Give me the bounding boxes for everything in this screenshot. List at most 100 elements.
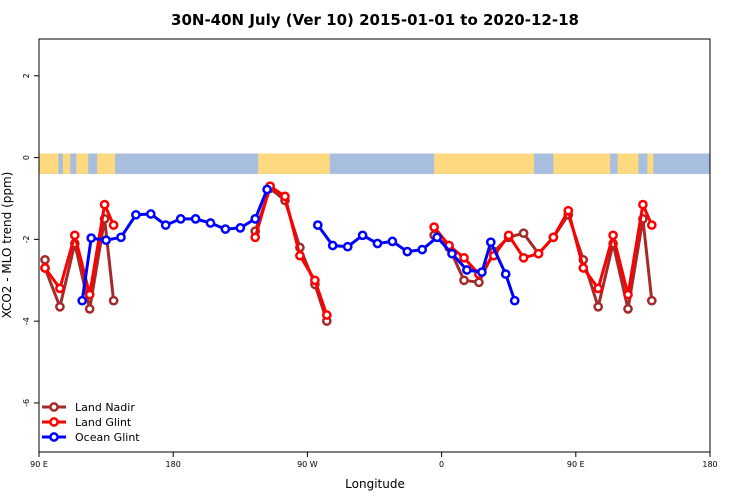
y-tick-label: 2 [22, 73, 31, 78]
data-point [69, 230, 80, 241]
x-tick-label: 90 E [567, 460, 585, 469]
data-point [295, 250, 305, 261]
data-point [220, 224, 231, 234]
data-point [387, 236, 398, 247]
x-tick-label: 180 [702, 460, 717, 469]
data-point [417, 244, 428, 255]
data-point [459, 252, 469, 263]
data-point [563, 205, 574, 216]
data-point [40, 254, 50, 265]
data-point [108, 295, 119, 306]
map-ocean-band [39, 153, 710, 174]
series-ocean-glint [77, 184, 520, 306]
data-point [518, 252, 529, 263]
data-point [402, 246, 413, 257]
plot-frame [38, 38, 711, 453]
data-point [372, 238, 383, 249]
data-point [84, 289, 95, 300]
x-tick-label: 90 E [30, 460, 48, 469]
data-point [474, 277, 484, 288]
data-point [40, 263, 50, 273]
data-point [503, 230, 514, 241]
data-point [533, 248, 544, 259]
series-line [316, 224, 517, 302]
data-point [55, 283, 65, 294]
data-point [99, 199, 110, 210]
map-land-patch [553, 153, 611, 174]
data-point [485, 237, 496, 248]
data-point [518, 228, 529, 239]
data-point [608, 230, 618, 241]
y-axis-title: XCO2 - MLO trend (ppm) [0, 172, 14, 319]
series-line [80, 188, 269, 301]
map-land-patch [97, 153, 116, 174]
legend: Land Nadir Land Glint Ocean Glint [42, 401, 140, 444]
data-point [593, 283, 604, 294]
data-point [459, 275, 469, 286]
data-point [509, 295, 520, 306]
y-tick-label: -6 [22, 399, 31, 407]
x-axis-title: Longitude [345, 477, 405, 491]
data-point [55, 301, 65, 312]
data-point [280, 191, 290, 202]
data-point [623, 289, 633, 300]
data-point [462, 265, 472, 275]
data-point [250, 232, 261, 243]
chart-title: 30N-40N July (Ver 10) 2015-01-01 to 2020… [171, 11, 579, 29]
map-land-patch [434, 153, 535, 174]
series-line [43, 203, 115, 297]
data-point [310, 275, 320, 286]
series-line [432, 203, 654, 297]
data-point [623, 304, 633, 314]
legend-swatch-marker [49, 432, 59, 442]
map-land-patch [258, 153, 330, 174]
series-line [253, 186, 329, 322]
data-point [175, 214, 186, 224]
x-axis: 90 E 180 90 W 0 90 E 180 [30, 452, 718, 469]
data-point [432, 232, 442, 243]
data-point [327, 240, 338, 251]
data-point [131, 209, 141, 220]
data-point [86, 233, 97, 243]
x-tick-label: 90 W [297, 460, 318, 469]
y-tick-label: -4 [22, 317, 31, 325]
legend-label: Ocean Glint [75, 431, 140, 444]
series-land-glint [40, 181, 657, 320]
data-point [84, 304, 95, 314]
x-tick-label: 180 [166, 460, 181, 469]
series-layer [40, 181, 657, 326]
data-point [321, 310, 332, 320]
data-point [205, 218, 216, 228]
data-point [477, 267, 487, 277]
data-point [108, 220, 119, 230]
data-point [578, 263, 589, 273]
y-tick-label: 0 [22, 155, 31, 160]
x-tick-label: 0 [439, 460, 444, 469]
data-point [548, 232, 559, 243]
legend-swatch-marker [49, 417, 59, 427]
map-land-patch [39, 153, 59, 174]
data-point [357, 230, 368, 241]
data-point [312, 220, 323, 230]
data-point [190, 214, 201, 224]
data-point [101, 235, 111, 246]
data-point [342, 241, 353, 252]
map-land-patch [647, 153, 654, 174]
series-land-nadir [40, 183, 657, 326]
data-point [646, 295, 657, 306]
data-point [447, 248, 457, 259]
data-point [262, 184, 272, 195]
legend-swatch-marker [49, 402, 59, 412]
data-point [500, 269, 511, 279]
data-point [145, 209, 156, 219]
map-land-patch [62, 153, 71, 174]
y-axis: 2 0 -2 -4 -6 [22, 73, 39, 407]
series-line [253, 184, 329, 316]
series-line [43, 217, 116, 311]
y-tick-label: -2 [22, 235, 31, 243]
data-point [77, 295, 88, 306]
data-point [235, 223, 246, 233]
data-point [250, 214, 261, 224]
